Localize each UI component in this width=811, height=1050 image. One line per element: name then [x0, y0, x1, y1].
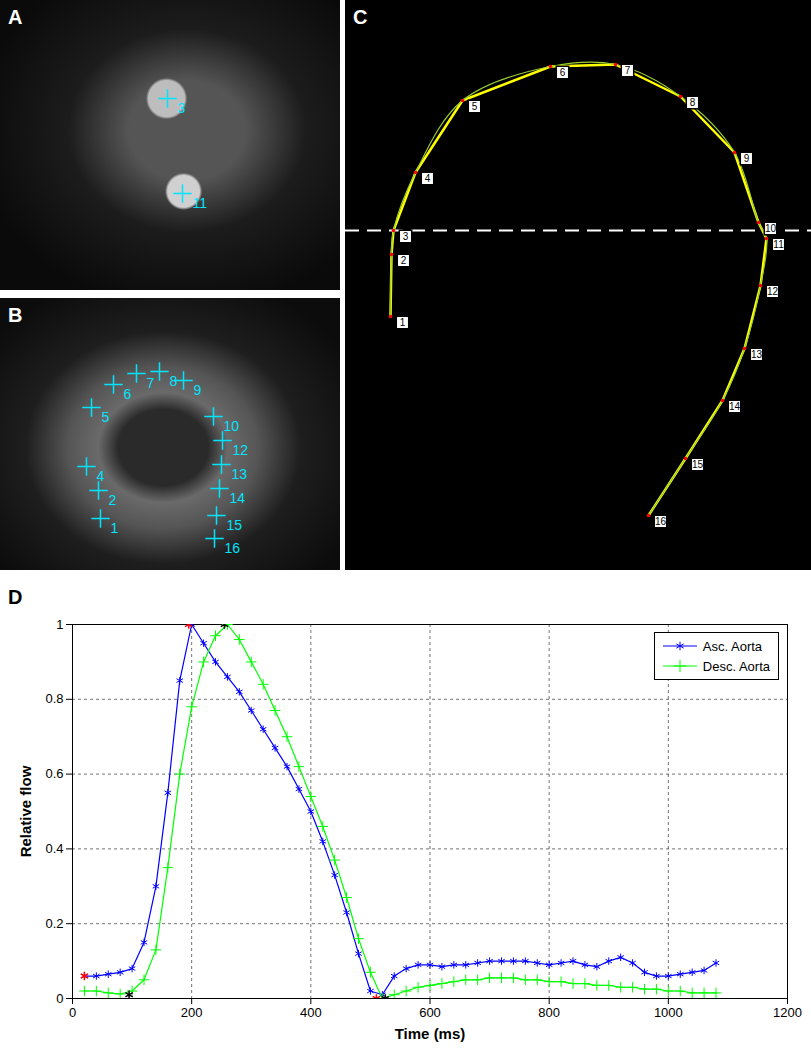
- html-text:Asc. Aorta: Asc. Aorta: [702, 638, 762, 654]
- svg-text:0.2: 0.2: [45, 916, 63, 931]
- svg-text:8: 8: [690, 97, 696, 108]
- svg-text:10: 10: [224, 418, 240, 434]
- svg-text:13: 13: [751, 349, 763, 360]
- svg-text:1: 1: [111, 520, 119, 536]
- svg-text:10: 10: [765, 223, 777, 234]
- svg-text:12: 12: [233, 442, 249, 458]
- html-text:A: A: [8, 6, 23, 28]
- svg-text:7: 7: [147, 375, 155, 391]
- svg-text:8: 8: [170, 373, 178, 389]
- svg-text:14: 14: [729, 401, 741, 412]
- svg-text:3: 3: [403, 231, 409, 242]
- svg-text:1: 1: [56, 617, 63, 632]
- html-text:Desc. Aorta: Desc. Aorta: [702, 658, 770, 674]
- svg-text:Relative flow: Relative flow: [17, 765, 34, 857]
- svg-text:5: 5: [472, 101, 478, 112]
- svg-text:800: 800: [538, 1005, 560, 1020]
- svg-text:13: 13: [232, 466, 248, 482]
- html-text:D: D: [8, 586, 23, 608]
- svg-text:0: 0: [56, 991, 63, 1006]
- svg-text:5: 5: [102, 409, 110, 425]
- svg-text:16: 16: [225, 540, 241, 556]
- svg-text:15: 15: [227, 517, 243, 533]
- svg-text:11: 11: [193, 195, 208, 211]
- svg-text:1: 1: [400, 317, 406, 328]
- svg-text:7: 7: [625, 65, 631, 76]
- svg-text:1200: 1200: [773, 1005, 802, 1020]
- svg-text:1000: 1000: [654, 1005, 683, 1020]
- svg-text:0.4: 0.4: [45, 841, 63, 856]
- svg-text:12: 12: [767, 286, 779, 297]
- svg-text:9: 9: [744, 153, 750, 164]
- svg-text:11: 11: [773, 239, 784, 250]
- html-text:B: B: [8, 304, 23, 326]
- svg-text:6: 6: [124, 386, 132, 402]
- svg-text:600: 600: [419, 1005, 441, 1020]
- svg-text:0.6: 0.6: [45, 766, 63, 781]
- svg-text:0: 0: [69, 1005, 76, 1020]
- svg-text:3: 3: [178, 100, 186, 116]
- svg-text:2: 2: [109, 492, 117, 508]
- svg-text:16: 16: [655, 516, 667, 527]
- svg-text:14: 14: [230, 490, 246, 506]
- html-text:C: C: [353, 6, 368, 28]
- svg-text:400: 400: [300, 1005, 322, 1020]
- svg-text:9: 9: [194, 382, 202, 398]
- svg-text:2: 2: [401, 255, 407, 266]
- svg-text:4: 4: [425, 173, 431, 184]
- svg-text:200: 200: [181, 1005, 203, 1020]
- svg-text:15: 15: [692, 459, 704, 470]
- svg-text:6: 6: [560, 67, 566, 78]
- svg-text:Time (ms): Time (ms): [395, 1025, 466, 1042]
- svg-text:0.8: 0.8: [45, 691, 63, 706]
- svg-text:4: 4: [97, 468, 105, 484]
